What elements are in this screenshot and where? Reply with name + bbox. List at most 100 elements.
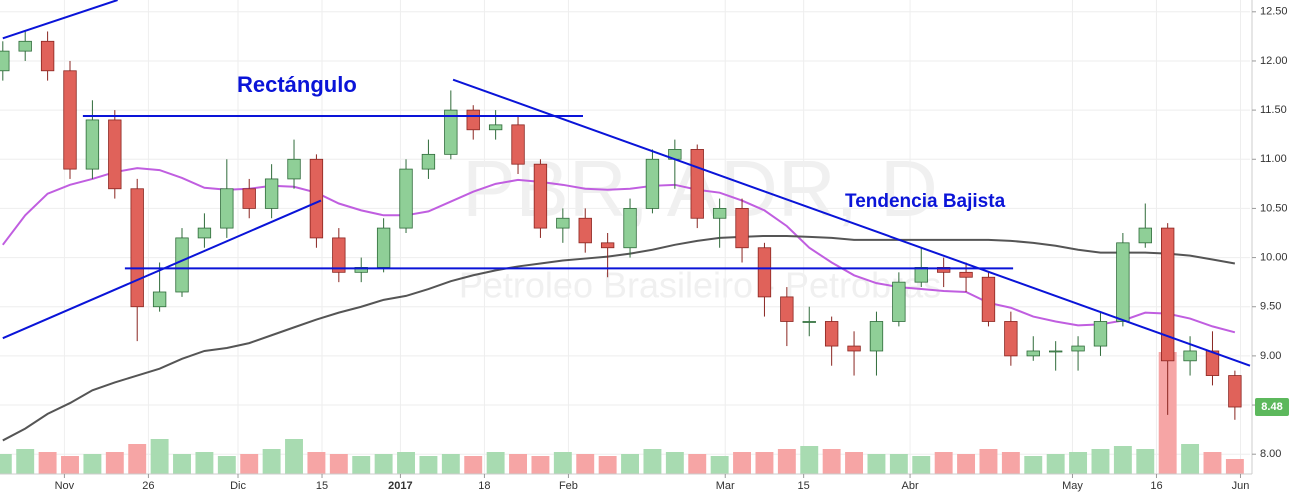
candle-body — [130, 188, 144, 308]
watermark-name: Petroleo Brasileiro - Petrobras — [459, 265, 941, 306]
volume-bar — [553, 452, 572, 474]
x-tick-label: Nov — [55, 480, 75, 492]
volume-bar — [889, 454, 908, 474]
candle-body — [511, 124, 525, 165]
candle-body — [175, 237, 189, 293]
volume-bar — [16, 449, 35, 474]
candle-body — [1183, 350, 1197, 362]
volume-bar — [621, 454, 640, 474]
volume-bar — [531, 456, 550, 474]
volume-bar — [419, 456, 438, 474]
volume-bar — [688, 454, 707, 474]
y-tick-label: 8.00 — [1260, 448, 1281, 460]
plot — [0, 0, 1251, 474]
candle-body — [1138, 227, 1152, 244]
volume-bar — [665, 452, 684, 474]
volume-bar — [1001, 452, 1020, 474]
candle-body — [332, 237, 346, 273]
volume-bar — [643, 449, 662, 474]
candle-body — [914, 267, 928, 283]
candle-body — [959, 271, 973, 278]
volume-bar — [1181, 444, 1200, 474]
candle-body — [18, 40, 32, 52]
candle-body — [645, 158, 660, 209]
candle-body — [40, 40, 55, 72]
candle-body — [376, 227, 391, 268]
x-tick-label: 2017 — [388, 480, 412, 492]
volume-bar — [934, 452, 953, 474]
volume-bar — [173, 454, 191, 474]
volume-bar — [867, 454, 886, 474]
trend-line — [2, 0, 118, 40]
x-tick-label: 15 — [798, 480, 810, 492]
candle-body — [623, 208, 637, 249]
volume-bar — [1136, 449, 1155, 474]
volume-bar — [576, 454, 595, 474]
candle-body — [309, 158, 324, 239]
candle-body — [578, 217, 592, 244]
candle-body — [1071, 345, 1085, 352]
candle-body — [712, 208, 727, 219]
candle-body — [399, 168, 413, 229]
candle-body — [1026, 350, 1040, 357]
y-tick-label: 11.50 — [1260, 104, 1287, 116]
y-tick-label: 12.50 — [1260, 6, 1288, 18]
volume-bar — [598, 456, 617, 474]
candle-body — [264, 178, 279, 209]
volume-bar — [1225, 459, 1244, 474]
volume-bar — [845, 452, 864, 474]
volume-bar — [61, 456, 79, 474]
volume-bar — [105, 452, 124, 474]
candle-body — [152, 291, 167, 308]
candle-body — [1093, 321, 1108, 347]
x-tick-label: 15 — [316, 480, 328, 492]
candle-body — [197, 227, 212, 239]
candle-body — [556, 217, 570, 229]
candle-body — [0, 50, 10, 72]
last-price-box — [1255, 398, 1289, 417]
annotation: Tendencia Bajista — [845, 191, 1006, 212]
candle-body — [981, 276, 996, 322]
axes: 8.008.509.009.5010.0010.5011.0011.5012.0… — [55, 6, 1289, 492]
volume-bar — [957, 454, 976, 474]
volume-bar — [509, 454, 527, 474]
volume-bar — [464, 456, 483, 474]
x-tick-label: 26 — [142, 480, 154, 492]
volume-bar — [1113, 446, 1132, 474]
candle-body — [1048, 350, 1063, 353]
candle-body — [802, 321, 816, 323]
volume-bar — [733, 452, 752, 474]
x-tick-label: Mar — [716, 480, 735, 492]
volume-bar — [307, 452, 326, 474]
y-tick-label: 9.50 — [1260, 301, 1281, 313]
volume-bar — [777, 449, 796, 474]
volume-bar — [1046, 454, 1065, 474]
volume-bar — [710, 456, 729, 474]
y-tick-label: 9.00 — [1260, 350, 1281, 362]
volume-bar — [486, 452, 505, 474]
volume-bar — [800, 446, 819, 474]
volume-bar — [1091, 449, 1110, 474]
volume-bar — [38, 452, 57, 474]
volume-bar — [1069, 452, 1088, 474]
y-tick-label: 12.00 — [1260, 55, 1288, 67]
last-price-label: 8.48 — [1261, 401, 1282, 413]
candle-body — [85, 119, 100, 170]
candle-body — [735, 208, 749, 249]
x-tick-label: Feb — [559, 480, 578, 492]
candle-body — [824, 321, 839, 347]
x-tick-label: Abr — [901, 480, 918, 492]
volume-bar — [285, 439, 303, 474]
candle-body — [757, 247, 772, 298]
volume-bar — [262, 449, 281, 474]
y-tick-label: 10.00 — [1260, 251, 1288, 263]
candle-body — [533, 163, 548, 229]
candle-body — [287, 158, 301, 180]
volume-bar — [217, 456, 236, 474]
volume-bar — [352, 456, 371, 474]
candle-body — [690, 149, 704, 219]
trend-line — [2, 199, 322, 340]
candle-body — [242, 188, 256, 209]
